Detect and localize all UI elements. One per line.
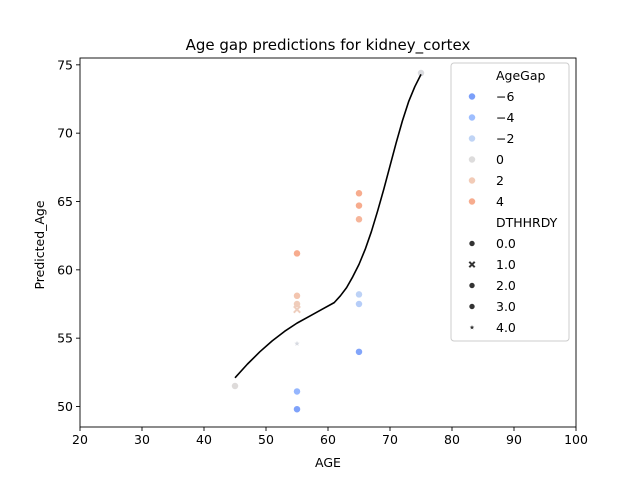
x-tick-label: 90 — [506, 432, 522, 447]
data-point — [355, 300, 363, 308]
legend-hue-swatch — [468, 155, 476, 164]
legend-style-marker — [468, 282, 476, 289]
legend-hue-swatch — [468, 134, 476, 143]
data-point — [294, 340, 300, 346]
legend-style-label: 4.0 — [496, 320, 516, 335]
data-point — [293, 300, 301, 308]
legend-style-label: 0.0 — [496, 236, 516, 251]
data-point — [293, 387, 301, 396]
legend-style-marker-stroke-b — [468, 261, 476, 268]
data-point — [293, 249, 301, 258]
legend-style-marker — [469, 325, 475, 330]
legend-style-marker — [468, 303, 476, 310]
legend-hue-label: 0 — [496, 152, 504, 167]
data-point — [355, 189, 363, 198]
legend-hue-swatch — [468, 92, 476, 101]
y-tick-label: 65 — [57, 194, 73, 209]
x-tick-label: 100 — [564, 432, 588, 447]
legend-hue-swatch — [468, 197, 476, 206]
legend-style-marker — [468, 240, 476, 247]
x-tick-label: 70 — [382, 432, 398, 447]
y-tick-label: 50 — [57, 399, 73, 414]
data-point — [231, 382, 239, 390]
legend-style-label: 2.0 — [496, 278, 516, 293]
legend-hue-swatch — [468, 176, 476, 185]
legend-title-agegap: AgeGap — [496, 68, 546, 83]
chart-title: Age gap predictions for kidney_cortex — [186, 36, 471, 55]
y-tick-label: 75 — [57, 57, 73, 72]
legend-hue-label: −6 — [496, 89, 514, 104]
data-point — [293, 405, 301, 414]
x-tick-label: 80 — [444, 432, 460, 447]
legend-hue-label: −2 — [496, 131, 514, 146]
legend-hue-label: 4 — [496, 194, 504, 209]
legend-hue-label: 2 — [496, 173, 504, 188]
legend-hue-label: −4 — [496, 110, 514, 125]
data-point — [355, 290, 363, 299]
legend: AgeGap −6 −4 −2 0 2 4 DTHHRDY 0.0 1.0 2.0 3.0 4.0 — [450, 62, 570, 342]
data-point — [355, 347, 363, 356]
data-point — [293, 291, 301, 300]
legend-title-dthhrdy: DTHHRDY — [496, 215, 558, 230]
x-tick-label: 30 — [134, 432, 150, 447]
x-tick-label: 20 — [72, 432, 88, 447]
legend-hue-swatch — [468, 113, 476, 122]
y-axis-title: Predicted_Age — [32, 200, 47, 289]
x-tick-label: 50 — [258, 432, 274, 447]
legend-style-label: 3.0 — [496, 299, 516, 314]
data-point-stroke-b — [293, 305, 301, 314]
trend-line — [234, 74, 422, 379]
data-point — [355, 215, 363, 224]
y-tick-label: 55 — [57, 331, 73, 346]
y-tick-label: 70 — [57, 126, 73, 141]
data-point — [355, 201, 363, 210]
data-point — [417, 69, 425, 77]
x-tick-label: 60 — [320, 432, 336, 447]
x-tick-label: 40 — [196, 432, 212, 447]
legend-box — [450, 62, 570, 342]
y-tick-label: 60 — [57, 262, 73, 277]
data-point — [293, 305, 301, 314]
legend-style-marker — [468, 261, 476, 268]
legend-style-label: 1.0 — [496, 257, 516, 272]
x-axis-title: AGE — [315, 455, 341, 470]
